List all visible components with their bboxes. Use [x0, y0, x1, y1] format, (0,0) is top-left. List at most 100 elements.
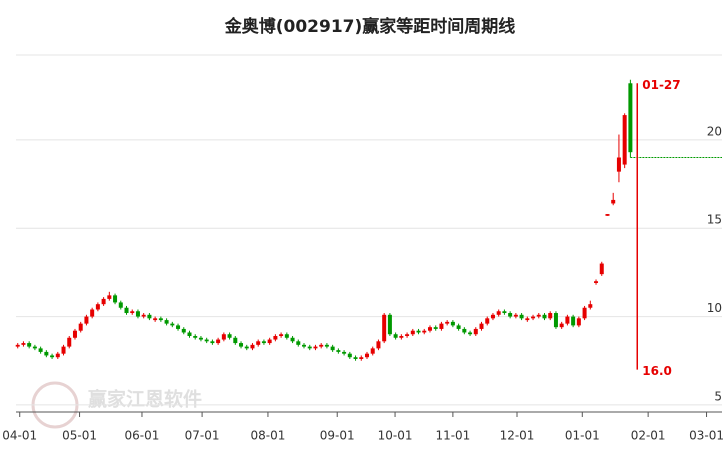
x-tick-label: 11-01	[435, 429, 470, 443]
candle-body	[84, 316, 89, 324]
candle-body	[571, 316, 576, 326]
candle-body	[359, 357, 364, 359]
candle-body	[130, 311, 135, 314]
x-tick-label: 09-01	[320, 429, 355, 443]
candle-body	[15, 344, 20, 347]
candle-body	[502, 311, 507, 314]
candle-body	[261, 341, 266, 344]
candle-body	[605, 214, 610, 216]
x-tick-label: 04-01	[2, 429, 37, 443]
candle-body	[227, 334, 232, 338]
candle-body	[416, 330, 421, 333]
candle-body	[462, 328, 467, 333]
period-bottom-label: 16.0	[642, 364, 672, 378]
candle-body	[290, 337, 295, 342]
candle-body	[399, 336, 404, 338]
candle-body	[27, 343, 32, 347]
x-tick-label: 10-01	[378, 429, 413, 443]
candle-body	[611, 199, 616, 204]
candle-body	[256, 341, 261, 345]
candle-body	[508, 313, 513, 317]
y-tick-label: 5	[714, 389, 722, 403]
candle-body	[490, 314, 495, 319]
candle-body	[187, 332, 192, 337]
candle-body	[382, 314, 387, 342]
y-tick-label: 20	[707, 124, 722, 138]
candle-body	[594, 281, 599, 283]
candle-body	[519, 314, 524, 319]
x-tick-label: 02-01	[631, 429, 666, 443]
candle-body	[50, 355, 55, 358]
candle-body	[44, 351, 49, 356]
candle-body	[279, 334, 284, 337]
candle-body	[193, 336, 198, 338]
candle-body	[582, 307, 587, 319]
candle-body	[376, 341, 381, 349]
candle-body	[439, 323, 444, 329]
candle-body	[273, 336, 278, 340]
candle-body	[542, 314, 547, 319]
candle-body	[296, 341, 301, 345]
candle-body	[599, 263, 604, 275]
x-tick-label: 01-01	[565, 429, 600, 443]
candle-body	[239, 343, 244, 347]
candle-body	[496, 311, 501, 315]
candle-body	[170, 323, 175, 326]
candle-body	[181, 328, 186, 333]
candle-body	[576, 318, 581, 326]
candle-body	[548, 313, 553, 319]
candle-body	[324, 344, 329, 347]
candle-body	[61, 346, 66, 354]
candle-body	[536, 314, 541, 317]
candle-body	[302, 344, 307, 347]
candle-body	[32, 346, 37, 349]
candle-body	[342, 351, 347, 354]
candle-body	[141, 314, 146, 317]
candle-body	[313, 346, 318, 349]
candle-body	[427, 327, 432, 331]
candle-body	[353, 357, 358, 359]
chart-title: 金奥博(002917)赢家等距时间周期线	[224, 16, 516, 37]
candle-body	[153, 318, 158, 321]
candle-body	[479, 323, 484, 329]
x-tick-label: 08-01	[251, 429, 286, 443]
candle-body	[422, 330, 427, 333]
candle-body	[90, 309, 95, 317]
candle-body	[525, 318, 530, 321]
candle-body	[364, 353, 369, 358]
candle-body	[38, 348, 43, 352]
candle-body	[101, 298, 106, 305]
candle-body	[267, 339, 272, 344]
x-tick-label: 06-01	[125, 429, 160, 443]
candle-body	[158, 318, 163, 321]
candle-body	[473, 328, 478, 335]
candle-body	[456, 325, 461, 329]
candle-body	[405, 334, 410, 337]
candle-body	[233, 337, 238, 344]
candle-body	[553, 313, 558, 328]
candle-body	[588, 304, 593, 308]
candle-body	[176, 325, 181, 329]
candle-body	[307, 346, 312, 349]
candle-body	[622, 115, 627, 165]
candle-body	[244, 346, 249, 349]
candle-body	[164, 320, 169, 324]
candle-body	[72, 330, 77, 338]
candle-body	[95, 304, 100, 310]
candle-body	[204, 339, 209, 342]
candle-body	[565, 316, 570, 324]
candle-body	[216, 339, 221, 344]
candle-body	[616, 157, 621, 172]
candle-body	[210, 341, 215, 344]
candle-body	[118, 302, 123, 308]
x-tick-label: 05-01	[62, 429, 97, 443]
candle-body	[113, 295, 118, 303]
y-tick-label: 15	[707, 213, 722, 227]
candle-body	[370, 348, 375, 354]
candle-body	[468, 332, 473, 335]
candle-body	[628, 83, 633, 153]
candle-body	[433, 327, 438, 329]
candle-body	[67, 337, 72, 347]
candle-body	[410, 330, 415, 335]
